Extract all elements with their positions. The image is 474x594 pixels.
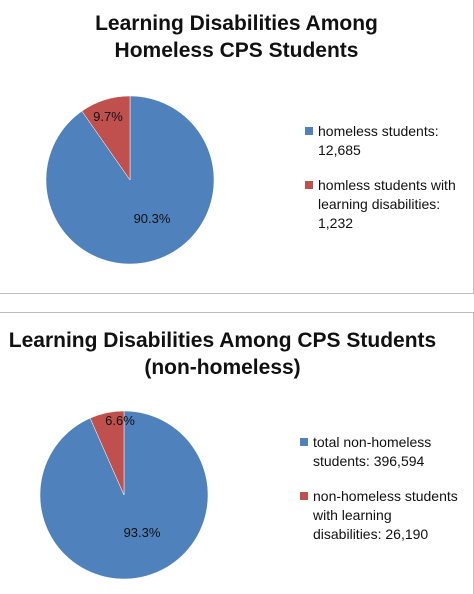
legend-text-line: learning disabilities:: [318, 196, 441, 212]
legend-text-line: 1,232: [318, 215, 354, 231]
pie-chart: 93.3% 6.6%: [39, 410, 209, 580]
chart-panel-homeless: Learning Disabilities Among Homeless CPS…: [0, 0, 474, 294]
pie-slice-1: [89, 410, 125, 496]
pie-slice-1: [81, 95, 131, 181]
chart-title-line-1: Learning Disabilities Among CPS Students: [8, 329, 437, 352]
legend-swatch: [305, 181, 313, 189]
legend-text-line: students: 396,594: [313, 453, 425, 469]
legend-entry-0: total non-homeless students: 396,594: [300, 433, 470, 471]
chart-legend: total non-homeless students: 396,594 non-h…: [300, 433, 470, 560]
legend-text-line: disabilities: 26,190: [313, 526, 429, 542]
chart-title-line-2: (non-homeless): [144, 356, 301, 379]
chart-legend: homeless students: 12,685 homless students…: [305, 122, 470, 249]
legend-text-line: with learning: [313, 507, 392, 523]
legend-text-line: homless students with: [318, 177, 456, 193]
legend-swatch: [300, 438, 308, 446]
chart-title: Learning Disabilities Among Homeless CPS…: [0, 10, 473, 64]
chart-panel-non-homeless: Learning Disabilities Among CPS Students…: [0, 312, 474, 594]
legend-text-line: non-homeless students: [313, 488, 458, 504]
legend-swatch: [300, 492, 308, 500]
legend-text-line: homeless students:: [318, 123, 439, 139]
legend-entry-1: non-homeless students with learning disabi…: [300, 487, 470, 544]
pie-chart: 90.3% 9.7%: [45, 95, 215, 265]
pie-data-label-0: 90.3%: [134, 211, 171, 226]
legend-entry-1: homless students with learning disabiliti…: [305, 176, 470, 233]
legend-text-line: total non-homeless: [313, 434, 432, 450]
pie-data-label-1: 9.7%: [93, 109, 123, 124]
pie-data-label-0: 93.3%: [124, 525, 161, 540]
chart-title: Learning Disabilities Among CPS Students…: [0, 327, 459, 381]
legend-swatch: [305, 127, 313, 135]
chart-title-line-1: Learning Disabilities Among: [95, 12, 378, 35]
legend-entry-0: homeless students: 12,685: [305, 122, 470, 160]
pie-data-label-1: 6.6%: [105, 413, 135, 428]
chart-title-line-2: Homeless CPS Students: [114, 39, 359, 62]
legend-text-line: 12,685: [318, 142, 361, 158]
